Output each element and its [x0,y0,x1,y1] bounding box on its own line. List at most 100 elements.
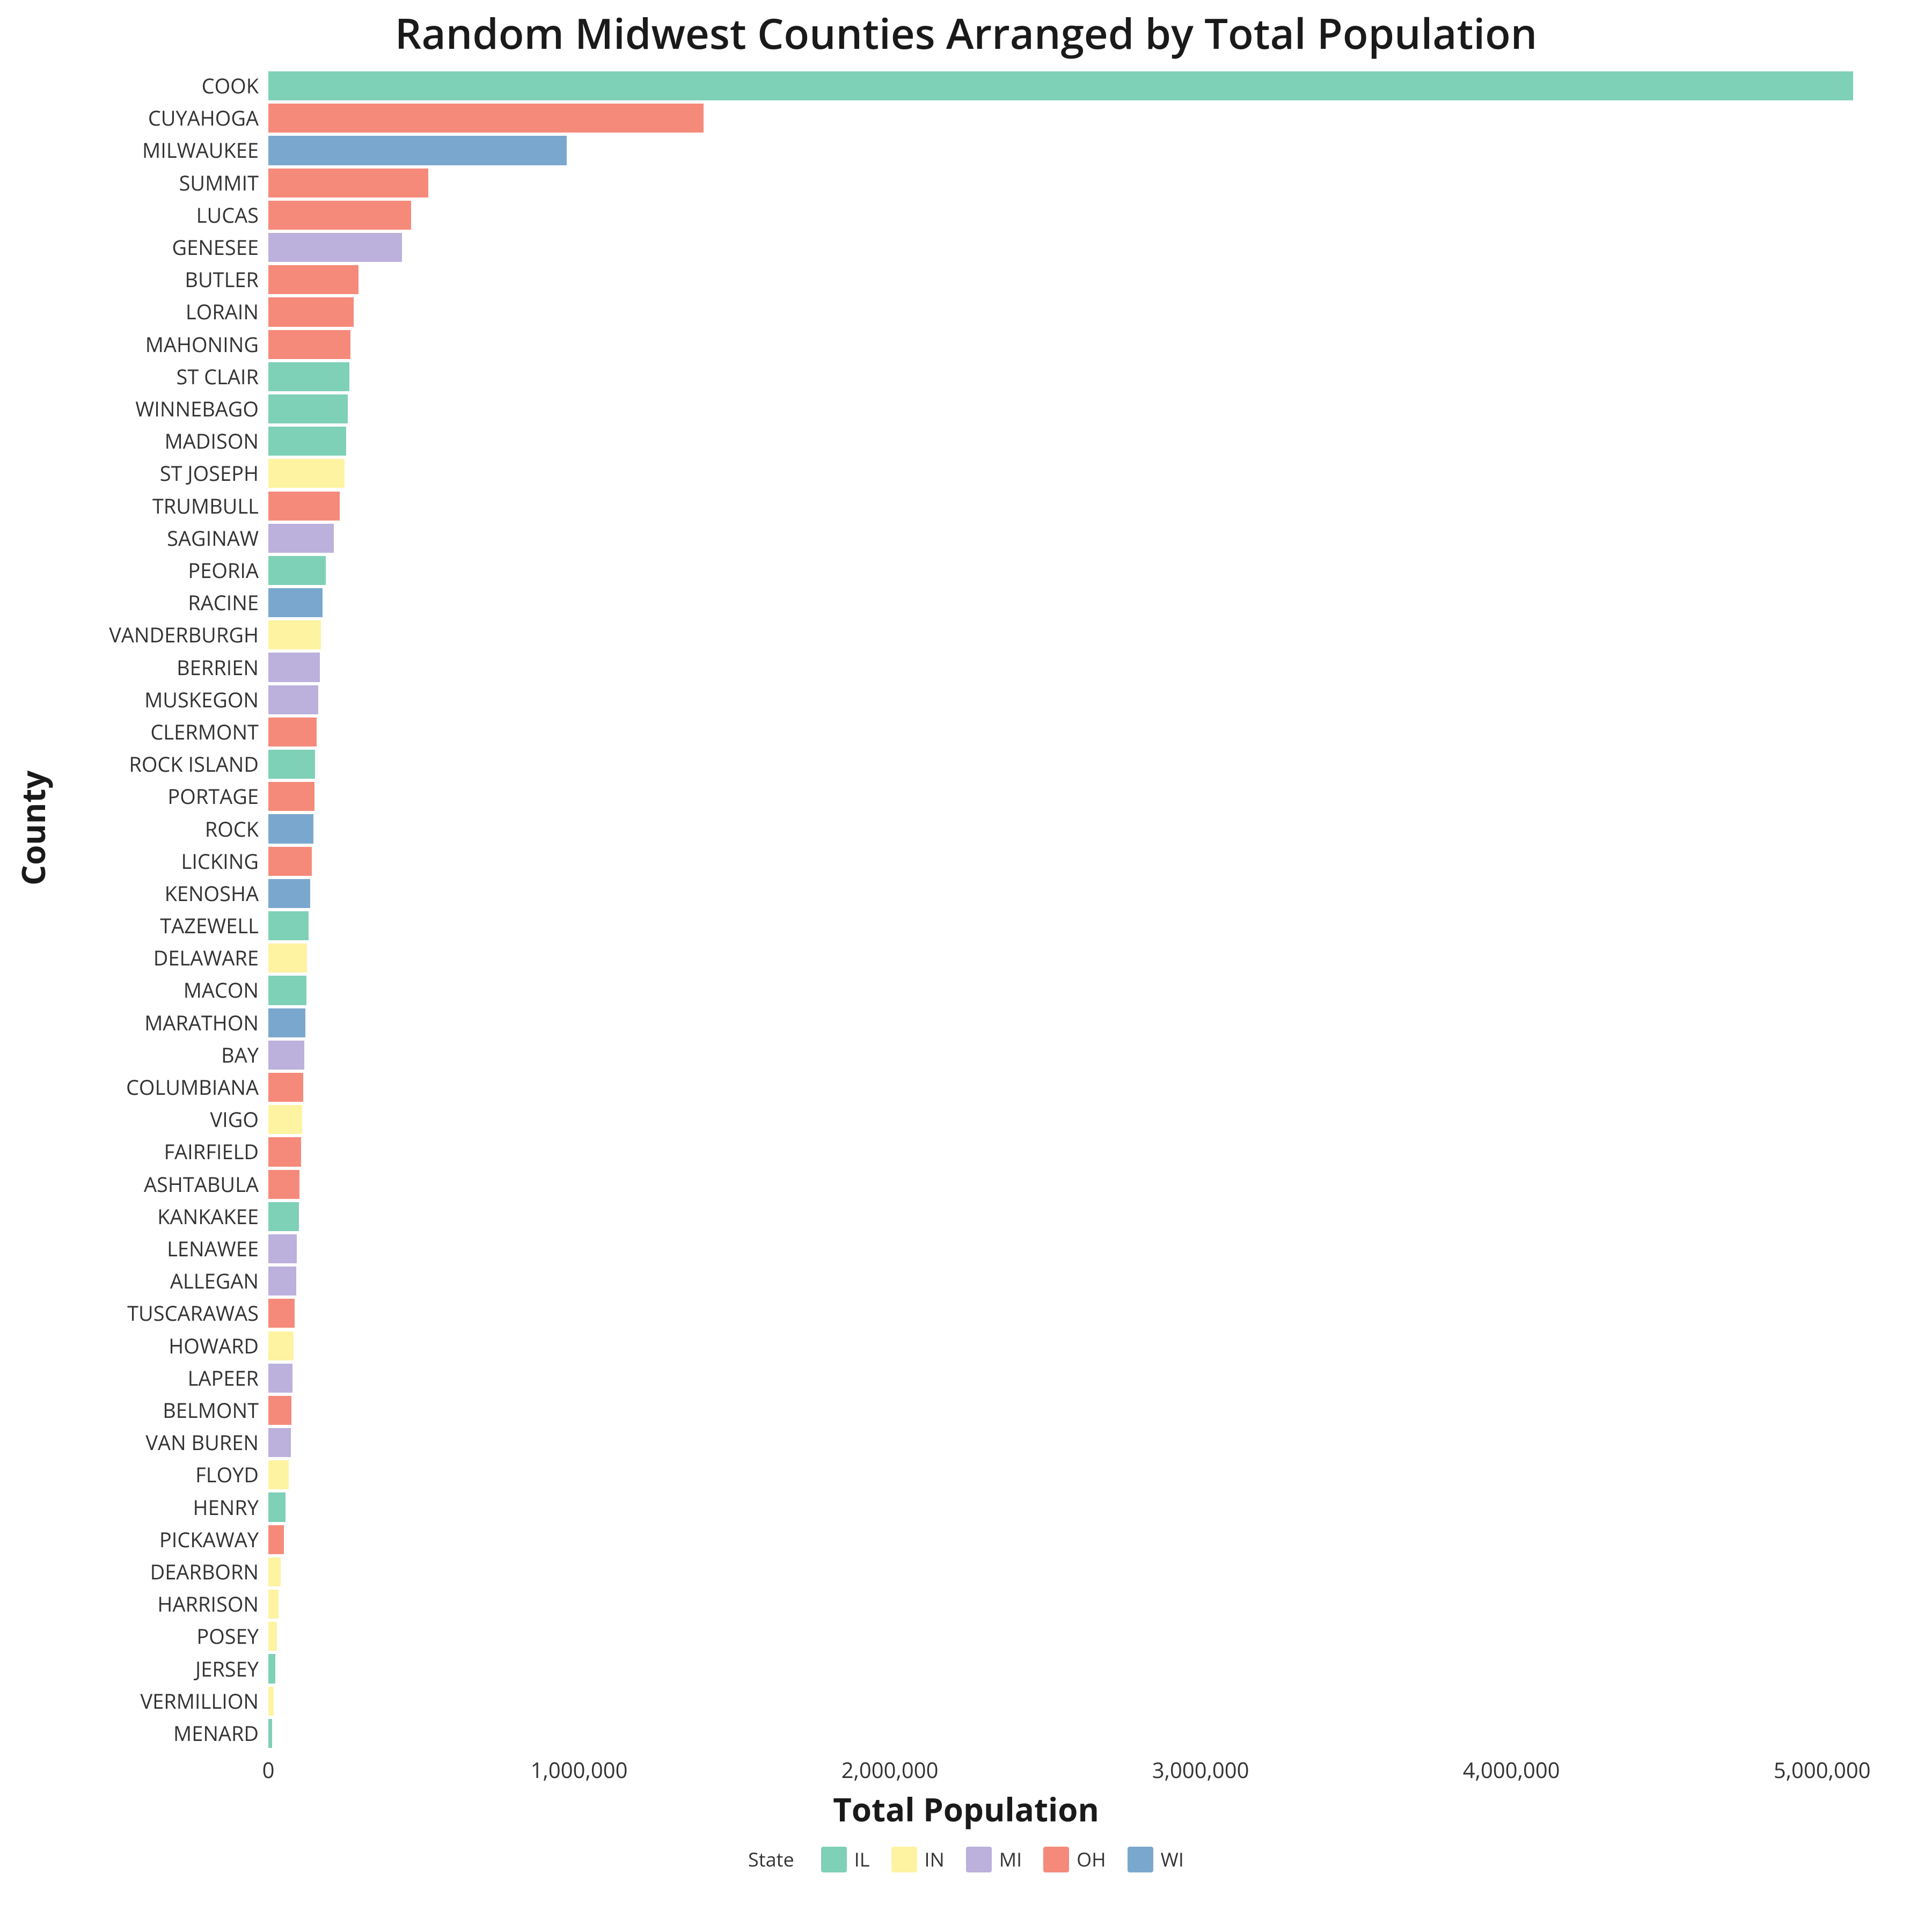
bar [268,1622,277,1651]
bar [268,1460,289,1489]
y-tick-label: LAPEER [188,1362,268,1394]
y-tick-label: TUSCARAWAS [127,1297,268,1329]
bar-row: CLERMONT [268,716,1900,748]
bar [268,1525,284,1554]
bar-row: HARRISON [268,1588,1900,1620]
bar-row: KANKAKEE [268,1201,1900,1233]
bar [268,847,312,876]
bar-row: WINNEBAGO [268,393,1900,425]
y-tick-label: MILWAUKEE [142,134,268,166]
bar [268,394,348,423]
bar-row: ALLEGAN [268,1265,1900,1297]
bar-row: ROCK [268,813,1900,845]
bar-row: DEARBORN [268,1556,1900,1588]
y-tick-label: LICKING [181,845,268,877]
bar-row: MARATHON [268,1007,1900,1039]
x-tick-label: 4,000,000 [1463,1755,1560,1784]
bar [268,1041,304,1070]
bar-row: JERSEY [268,1652,1900,1685]
bar [268,976,306,1005]
legend-swatch [966,1847,992,1872]
y-tick-label: WINNEBAGO [135,393,268,425]
bar-row: MILWAUKEE [268,134,1900,166]
bar-row: POSEY [268,1620,1900,1652]
bar [268,524,334,553]
legend-swatch [1043,1847,1069,1872]
bar-row: VERMILLION [268,1685,1900,1717]
bar [268,1364,292,1393]
bar-row: BUTLER [268,264,1900,296]
y-tick-label: VERMILLION [141,1685,268,1717]
x-axis-title: Total Population [0,1787,1932,1831]
y-axis-title: County [11,771,55,885]
y-tick-label: SAGINAW [167,522,268,554]
bar-row: TUSCARAWAS [268,1297,1900,1329]
legend-item: OH [1043,1846,1106,1872]
bar-row: ASHTABULA [268,1168,1900,1201]
bar-row: FAIRFIELD [268,1136,1900,1168]
y-tick-label: VAN BUREN [145,1426,268,1459]
legend-item: WI [1128,1846,1184,1872]
y-tick-label: COOK [202,70,268,102]
bar-row: ST JOSEPH [268,457,1900,489]
bar [268,1170,299,1199]
bar [268,1654,275,1683]
bar-row: MADISON [268,425,1900,457]
bar [268,1008,305,1037]
bar [268,718,317,747]
bar [268,911,309,940]
bar-row: LAPEER [268,1362,1900,1394]
bar [268,1267,296,1296]
y-tick-label: LUCAS [196,199,268,231]
bar-row: ST CLAIR [268,361,1900,393]
y-tick-label: MARATHON [144,1007,268,1039]
bar [268,201,411,230]
bar [268,136,567,165]
bar-row: CUYAHOGA [268,102,1900,134]
bar [268,1687,274,1716]
bar-row: LUCAS [268,199,1900,231]
bar-row: DELAWARE [268,942,1900,974]
y-tick-label: BERRIEN [177,651,268,683]
bar-row: HENRY [268,1491,1900,1523]
y-tick-label: ST CLAIR [176,361,268,393]
y-tick-label: FLOYD [195,1459,268,1491]
bar-row: MACON [268,974,1900,1006]
x-tick-label: 0 [262,1755,275,1784]
bar-row: SUMMIT [268,167,1900,199]
y-tick-label: MACON [184,974,268,1006]
y-tick-label: ROCK [205,813,268,845]
y-tick-label: CLERMONT [150,716,268,748]
bar [268,1073,303,1102]
bar-row: COLUMBIANA [268,1071,1900,1103]
bar [268,492,340,521]
y-tick-label: BELMONT [163,1394,268,1426]
bar [268,588,323,617]
y-tick-label: DELAWARE [153,942,268,974]
y-tick-label: FAIRFIELD [164,1136,268,1168]
bar [268,556,326,585]
legend-label: WI [1161,1846,1184,1872]
y-tick-label: PORTAGE [167,780,268,813]
bar-row: MENARD [268,1717,1900,1750]
bar [268,750,315,779]
bar [268,459,345,488]
y-tick-label: LENAWEE [167,1233,268,1265]
x-tick-label: 5,000,000 [1774,1755,1871,1784]
bar-row: GENESEE [268,231,1900,264]
y-tick-label: VANDERBURGH [109,619,268,651]
legend-label: MI [999,1846,1022,1872]
y-tick-label: TRUMBULL [152,490,268,522]
y-tick-label: BUTLER [185,264,268,296]
bar [268,1492,286,1521]
bar [268,879,310,908]
bar [268,1299,295,1328]
x-tick-label: 3,000,000 [1152,1755,1249,1784]
bar [268,104,704,133]
bar [268,685,318,714]
y-tick-label: SUMMIT [179,167,268,199]
bar [268,233,402,262]
y-tick-label: COLUMBIANA [126,1071,268,1103]
bar [268,71,1853,100]
bar [268,169,428,197]
